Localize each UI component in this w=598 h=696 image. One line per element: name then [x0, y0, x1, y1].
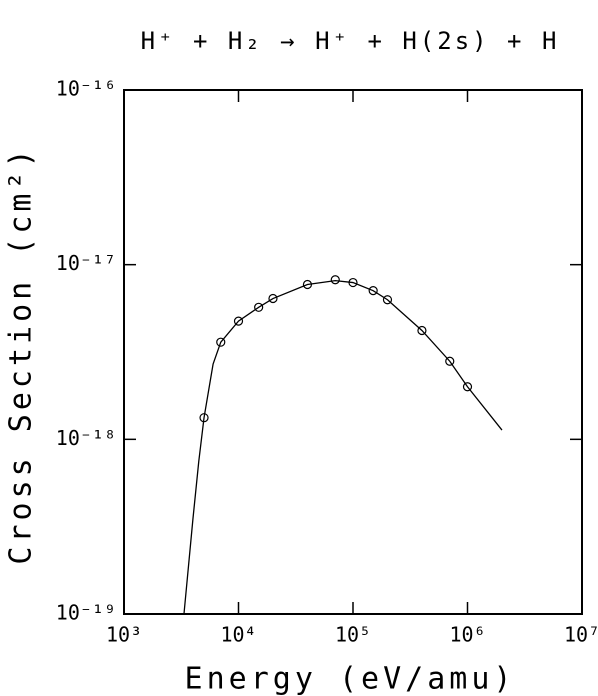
- data-point: [462, 382, 473, 392]
- data-point: [233, 316, 244, 326]
- y-axis-label: Cross Section (cm²): [4, 145, 39, 564]
- data-point: [254, 302, 264, 312]
- data-point: [348, 277, 358, 288]
- chart-title: H⁺ + H₂ → H⁺ + H(2s) + H: [141, 27, 560, 55]
- y-tick-label: 10⁻¹⁹: [56, 601, 116, 625]
- data-point: [445, 356, 455, 366]
- data-point: [216, 337, 226, 347]
- y-tick-label: 10⁻¹⁸: [56, 426, 116, 450]
- y-tick-label: 10⁻¹⁶: [56, 77, 116, 101]
- data-point: [330, 275, 340, 285]
- data-point: [268, 293, 278, 304]
- x-tick-label: 10⁴: [220, 623, 256, 647]
- x-tick-label: 10⁷: [564, 623, 598, 647]
- plot-frame: [123, 89, 583, 615]
- curve: [183, 279, 503, 615]
- data-point: [417, 325, 427, 336]
- x-tick-label: 10⁶: [449, 623, 485, 647]
- data-point: [382, 295, 393, 305]
- data-point: [302, 279, 313, 290]
- x-tick-label: 10⁵: [335, 623, 371, 647]
- data-point: [368, 286, 378, 296]
- x-tick-label: 10³: [106, 623, 142, 647]
- x-axis-label: Energy (eV/amu): [185, 662, 516, 696]
- data-point: [199, 413, 209, 423]
- y-tick-label: 10⁻¹⁷: [56, 251, 116, 275]
